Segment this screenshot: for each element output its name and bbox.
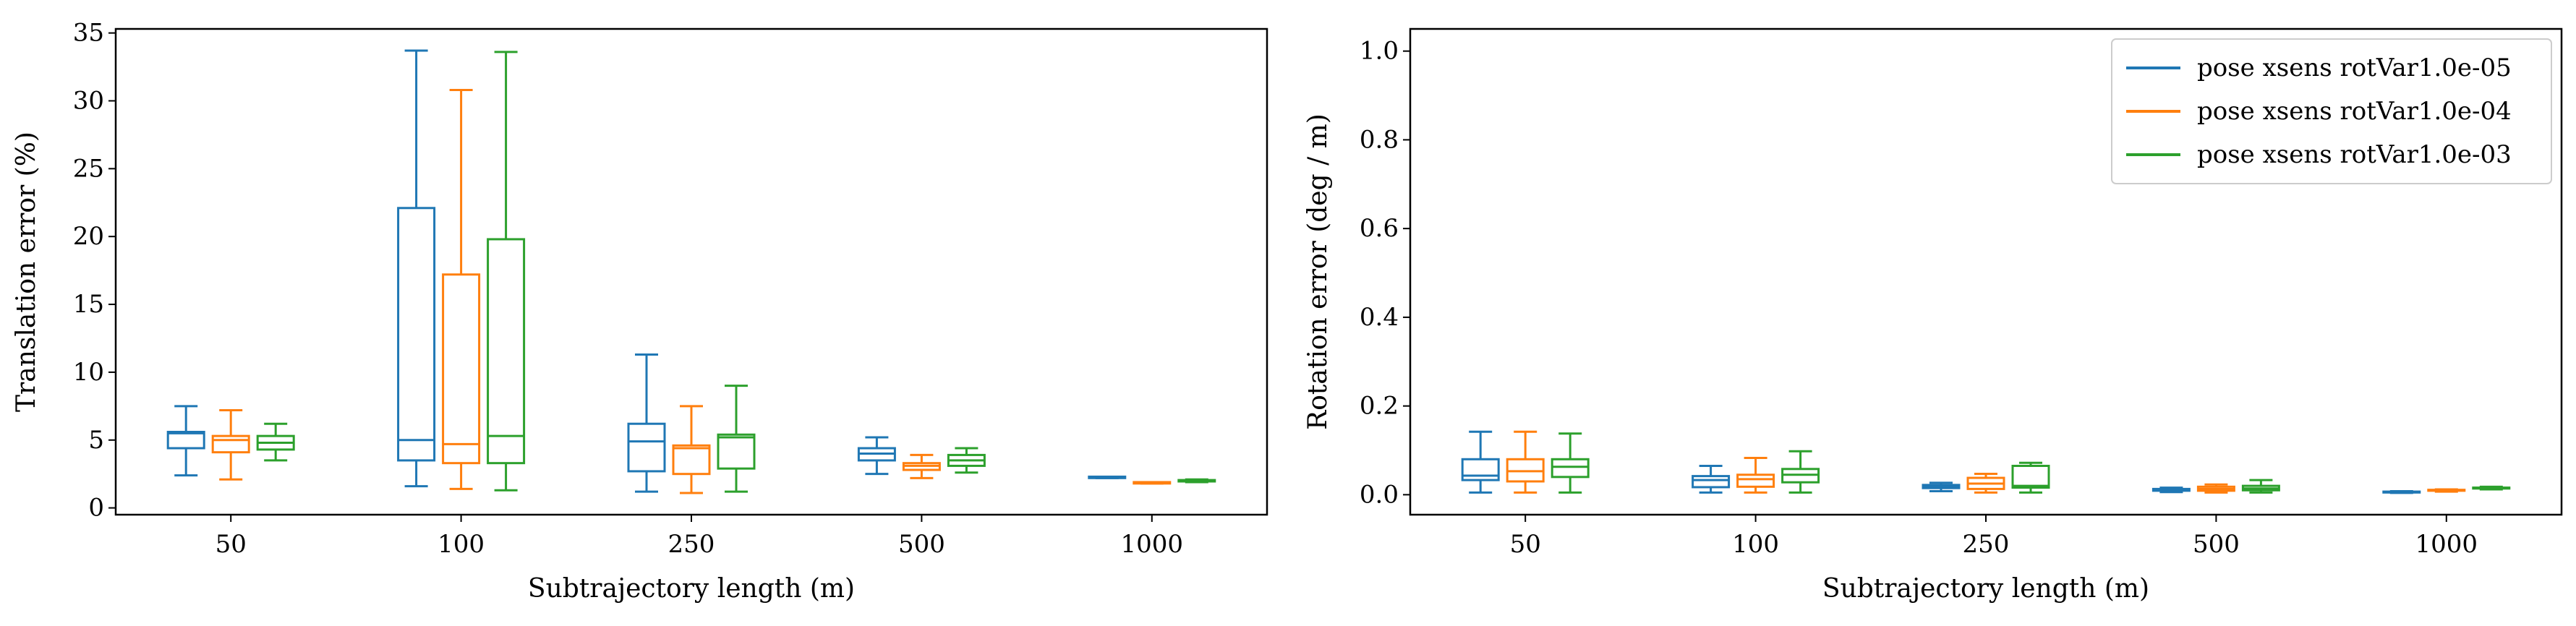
x-tick-label: 50 bbox=[216, 530, 247, 559]
y-tick-label: 1.0 bbox=[1360, 37, 1399, 66]
y-tick-label: 0.8 bbox=[1360, 125, 1399, 154]
iqr-box bbox=[442, 273, 481, 465]
iqr-box bbox=[1692, 475, 1731, 489]
x-tick-label: 100 bbox=[438, 530, 485, 559]
x-tick-label: 500 bbox=[898, 530, 945, 559]
box-pose-xsens-rotvar1-0e-03-100 bbox=[1781, 450, 1820, 494]
y-tick-label: 0 bbox=[88, 494, 104, 523]
box-pose-xsens-rotvar1-0e-05-100 bbox=[397, 49, 436, 488]
box-pose-xsens-rotvar1-0e-03-500 bbox=[947, 447, 986, 474]
box-pose-xsens-rotvar1-0e-04-1000 bbox=[1133, 481, 1172, 485]
plot-frame bbox=[114, 27, 1268, 516]
iqr-box bbox=[397, 207, 436, 462]
box-pose-xsens-rotvar1-0e-04-50 bbox=[211, 408, 250, 481]
box-pose-xsens-rotvar1-0e-03-250 bbox=[2011, 461, 2050, 494]
legend-entry-label: pose xsens rotVar1.0e-05 bbox=[2197, 53, 2512, 82]
box-pose-xsens-rotvar1-0e-04-100 bbox=[442, 88, 481, 490]
box-pose-xsens-rotvar1-0e-05-500 bbox=[2151, 486, 2191, 494]
y-axis-label: Rotation error (deg / m) bbox=[1303, 113, 1333, 430]
box-pose-xsens-rotvar1-0e-03-50 bbox=[256, 422, 295, 462]
x-tick-label: 100 bbox=[1732, 530, 1779, 559]
plot-frame bbox=[1409, 27, 2563, 516]
legend: pose xsens rotVar1.0e-05 pose xsens rotVa… bbox=[2111, 38, 2552, 184]
rotation-error-panel: 0.0 0.2 0.4 0.6 0.8 1.0 50 100 250 500 1000 Subtraj… bbox=[1303, 27, 2563, 604]
box-pose-xsens-rotvar1-0e-05-500 bbox=[857, 436, 896, 476]
y-tick-label: 35 bbox=[73, 19, 104, 48]
x-tick-label: 50 bbox=[1510, 530, 1541, 559]
legend-entry-label: pose xsens rotVar1.0e-03 bbox=[2197, 140, 2512, 169]
y-tick-label: 0.2 bbox=[1360, 392, 1399, 421]
iqr-box bbox=[717, 433, 756, 470]
y-tick-label: 25 bbox=[73, 154, 104, 183]
box-pose-xsens-rotvar1-0e-05-100 bbox=[1692, 464, 1731, 494]
box-pose-xsens-rotvar1-0e-03-100 bbox=[487, 51, 526, 492]
box-pose-xsens-rotvar1-0e-04-500 bbox=[2196, 483, 2235, 494]
iqr-box bbox=[487, 238, 526, 465]
iqr-box bbox=[211, 434, 250, 454]
box-pose-xsens-rotvar1-0e-03-500 bbox=[2241, 479, 2280, 494]
y-tick-label: 10 bbox=[73, 358, 104, 387]
box-pose-xsens-rotvar1-0e-03-1000 bbox=[1177, 478, 1216, 484]
x-tick-label: 500 bbox=[2193, 530, 2240, 559]
x-tick-label: 1000 bbox=[2415, 530, 2478, 559]
x-axis-label: Subtrajectory length (m) bbox=[1822, 574, 2149, 604]
box-pose-xsens-rotvar1-0e-04-50 bbox=[1506, 430, 1545, 494]
box-pose-xsens-rotvar1-0e-05-50 bbox=[1461, 430, 1500, 494]
iqr-box bbox=[672, 444, 711, 476]
iqr-box bbox=[627, 422, 666, 473]
box-pose-xsens-rotvar1-0e-05-250 bbox=[627, 353, 666, 493]
legend-entry-label: pose xsens rotVar1.0e-04 bbox=[2197, 97, 2512, 126]
box-pose-xsens-rotvar1-0e-03-250 bbox=[717, 385, 756, 493]
y-tick-label: 0.4 bbox=[1360, 303, 1399, 332]
translation-error-panel: 0 5 10 15 20 25 30 35 50 100 250 500 1000 Subtrajecto… bbox=[12, 19, 1268, 604]
y-axis-label: Translation error (%) bbox=[12, 132, 41, 412]
y-tick-label: 30 bbox=[73, 86, 104, 115]
y-tick-label: 15 bbox=[73, 290, 104, 319]
box-pose-xsens-rotvar1-0e-04-1000 bbox=[2427, 488, 2466, 493]
y-tick-label: 20 bbox=[73, 222, 104, 251]
iqr-box bbox=[1551, 458, 1590, 479]
box-pose-xsens-rotvar1-0e-05-1000 bbox=[2382, 489, 2421, 494]
box-pose-xsens-rotvar1-0e-03-50 bbox=[1551, 432, 1590, 494]
y-tick-label: 0.6 bbox=[1360, 214, 1399, 243]
iqr-box bbox=[1736, 473, 1775, 488]
iqr-box bbox=[1461, 458, 1500, 481]
iqr-box bbox=[166, 430, 205, 450]
legend-frame bbox=[2111, 38, 2552, 184]
box-pose-xsens-rotvar1-0e-05-50 bbox=[166, 405, 205, 477]
x-axis-label: Subtrajectory length (m) bbox=[528, 574, 855, 604]
x-tick-label: 250 bbox=[1963, 530, 2010, 559]
x-tick-label: 250 bbox=[668, 530, 715, 559]
box-pose-xsens-rotvar1-0e-05-1000 bbox=[1088, 475, 1127, 479]
iqr-box bbox=[2011, 464, 2050, 489]
box-pose-xsens-rotvar1-0e-05-250 bbox=[1922, 481, 1961, 492]
y-tick-label: 0.0 bbox=[1360, 480, 1399, 509]
box-pose-xsens-rotvar1-0e-03-1000 bbox=[2472, 485, 2511, 491]
box-pose-xsens-rotvar1-0e-04-500 bbox=[902, 453, 941, 479]
y-tick-label: 5 bbox=[88, 426, 104, 455]
box-pose-xsens-rotvar1-0e-04-250 bbox=[1966, 473, 2005, 494]
box-pose-xsens-rotvar1-0e-04-250 bbox=[672, 405, 711, 494]
box-pose-xsens-rotvar1-0e-04-100 bbox=[1736, 456, 1775, 494]
x-tick-label: 1000 bbox=[1121, 530, 1184, 559]
